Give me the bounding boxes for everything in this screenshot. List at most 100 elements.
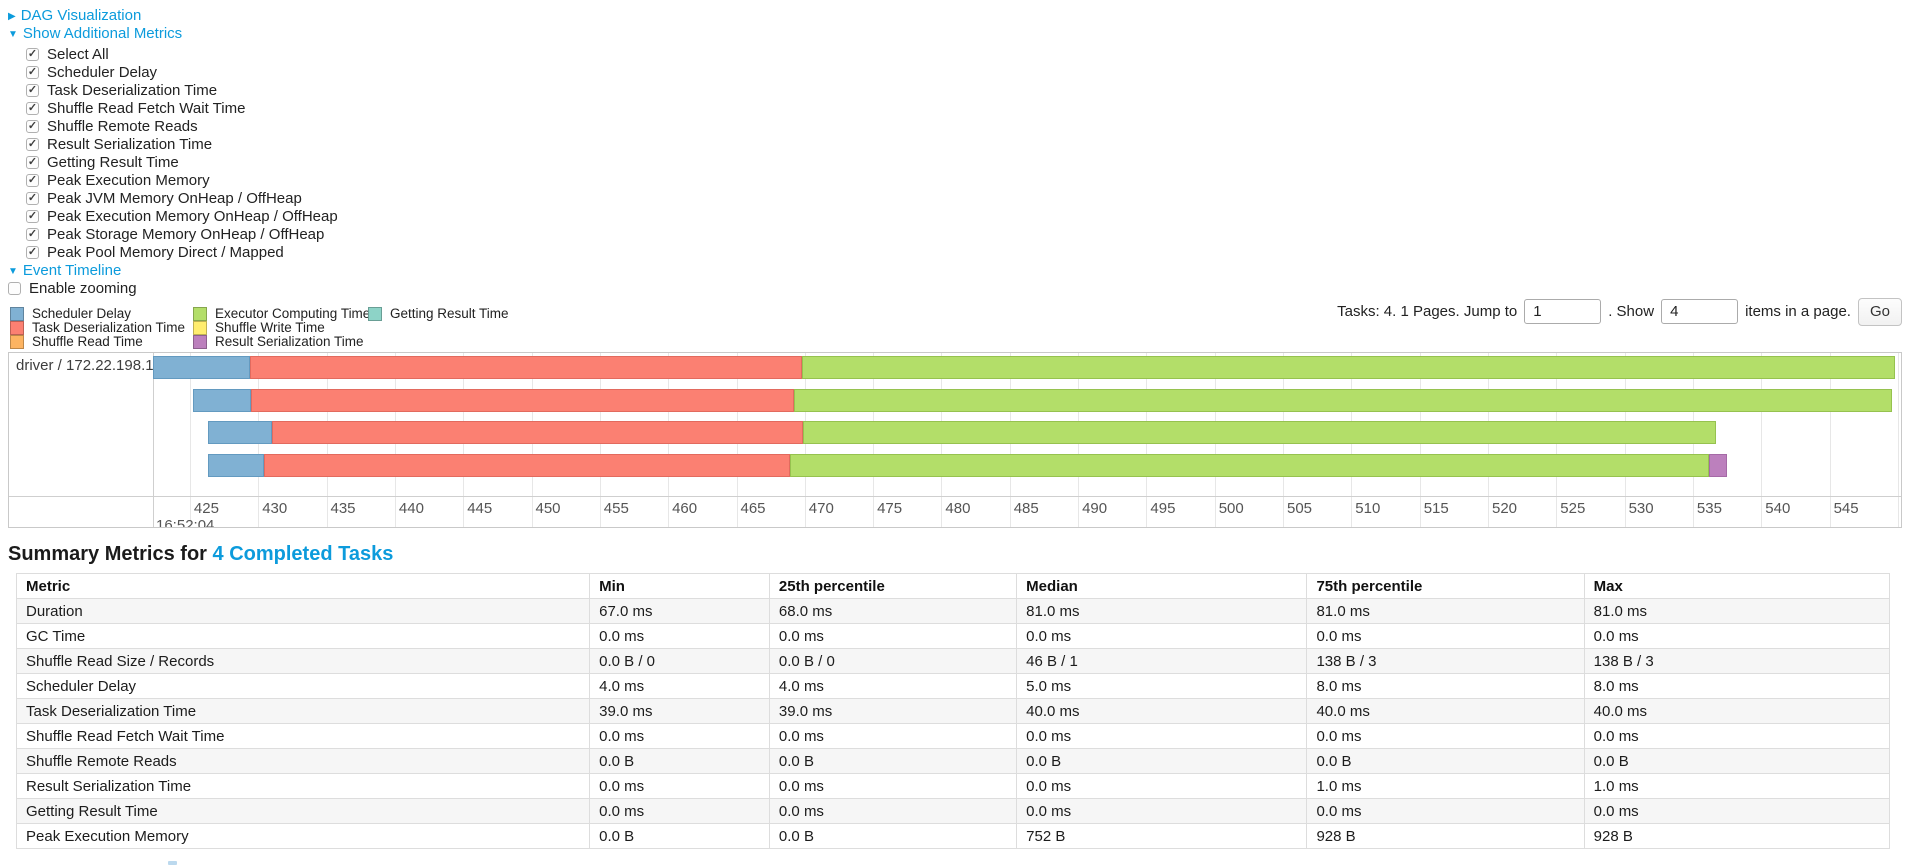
table-row: Peak Execution Memory 0.0 B 0.0 B 752 B 928 … — [15, 823, 1891, 849]
axis-time-label: 16:52:04 — [156, 517, 215, 528]
metric-value-cell: 40.0 ms — [1016, 698, 1308, 724]
task-bar-segment-scheduler_delay[interactable] — [207, 454, 264, 477]
table-header-row: Metric Min 25th percentile Median 75th perce… — [15, 573, 1891, 599]
metric-value-cell: 0.0 ms — [768, 798, 1018, 824]
task-bar-segment-scheduler_delay[interactable] — [153, 356, 250, 379]
checkbox[interactable] — [26, 228, 39, 241]
metric-checkbox-label: Peak Execution Memory — [47, 172, 210, 189]
gridline — [1829, 353, 1831, 527]
metric-value-cell: 138 B / 3 — [1306, 648, 1585, 674]
metric-value-cell: 0.0 B — [768, 823, 1018, 849]
metric-checkbox-label: Peak JVM Memory OnHeap / OffHeap — [47, 190, 302, 207]
table-row: Duration 67.0 ms 68.0 ms 81.0 ms 81.0 ms 81.0… — [15, 598, 1891, 624]
metric-value-cell: 0.0 B — [1583, 748, 1891, 774]
checkbox[interactable] — [26, 84, 39, 97]
axis-tick-label: 500 — [1218, 500, 1244, 517]
axis-tick-label: 460 — [672, 500, 698, 517]
checkbox[interactable] — [26, 246, 39, 259]
metric-name-cell: Shuffle Read Size / Records — [15, 648, 591, 674]
dag-visualization-link[interactable]: ▶ DAG Visualization — [8, 7, 141, 24]
legend-item-getting_result: Getting Result Time — [368, 306, 509, 321]
metric-value-cell: 0.0 ms — [1583, 623, 1891, 649]
checkbox[interactable] — [26, 156, 39, 169]
chevron-down-icon: ▼ — [8, 266, 18, 277]
metric-value-cell: 0.0 B — [589, 823, 770, 849]
show-text: . Show — [1608, 303, 1655, 320]
metric-value-cell: 0.0 ms — [589, 798, 770, 824]
getting_result-legend-swatch-icon — [368, 306, 382, 321]
checkbox[interactable] — [26, 192, 39, 205]
task-bar-segment-executor_computing[interactable] — [789, 454, 1710, 477]
task-bar-segment-executor_computing[interactable] — [802, 356, 1896, 379]
table-row: Shuffle Read Fetch Wait Time 0.0 ms 0.0 ms… — [15, 723, 1891, 749]
metric-name-cell: GC Time — [15, 623, 591, 649]
metric-checkbox-label: Getting Result Time — [47, 154, 179, 171]
metric-value-cell: 0.0 B — [1306, 748, 1585, 774]
executor-label: driver / 172.22.198.104 — [16, 357, 171, 374]
legend-item-result_serialization: Result Serialization Time — [193, 334, 364, 349]
jump-to-page-input[interactable] — [1524, 299, 1602, 324]
metric-value-cell: 68.0 ms — [768, 598, 1018, 624]
metric-value-cell: 39.0 ms — [768, 698, 1018, 724]
event-timeline-link[interactable]: ▼ Event Timeline — [8, 262, 121, 279]
table-row: Scheduler Delay 4.0 ms 4.0 ms 5.0 ms 8.0 ms 8… — [15, 673, 1891, 699]
legend-label: Executor Computing Time — [215, 306, 371, 321]
task-bar-segment-scheduler_delay[interactable] — [192, 389, 252, 412]
table-row: Result Serialization Time 0.0 ms 0.0 ms 0.0… — [15, 773, 1891, 799]
metric-checkbox-label: Result Serialization Time — [47, 136, 213, 153]
show-additional-metrics-link[interactable]: ▼ Show Additional Metrics — [8, 25, 182, 42]
axis-tick-label: 535 — [1696, 500, 1722, 517]
checkbox[interactable] — [26, 120, 39, 133]
metric-value-cell: 928 B — [1583, 823, 1891, 849]
items-per-page-input[interactable] — [1661, 299, 1739, 324]
task-bar-segment-task_deserialization[interactable] — [251, 389, 794, 412]
summary-metrics-title: Summary Metrics for 4 Completed Tasks — [8, 543, 393, 566]
chevron-right-icon: ▶ — [8, 11, 16, 22]
checkbox[interactable] — [26, 66, 39, 79]
axis-tick-label: 540 — [1765, 500, 1791, 517]
metric-value-cell: 0.0 ms — [1016, 773, 1308, 799]
legend-label: Scheduler Delay — [32, 306, 132, 321]
gridline — [1897, 353, 1899, 527]
metric-name-cell: Duration — [15, 598, 591, 624]
metric-name-cell: Peak Execution Memory — [15, 823, 591, 849]
checkbox[interactable] — [26, 210, 39, 223]
pagination-controls: Tasks: 4. 1 Pages. Jump to . Show items … — [1337, 297, 1902, 326]
axis-tick-label: 445 — [467, 500, 493, 517]
enable-zooming-checkbox[interactable] — [8, 282, 21, 295]
go-button[interactable]: Go — [1857, 297, 1902, 326]
metric-value-cell: 40.0 ms — [1306, 698, 1585, 724]
gridline — [1761, 353, 1763, 527]
checkbox[interactable] — [26, 138, 39, 151]
table-row: Shuffle Read Size / Records 0.0 B / 0 0.0 … — [15, 648, 1891, 674]
task-bar-segment-scheduler_delay[interactable] — [207, 421, 272, 444]
table-header-cell: 25th percentile — [768, 573, 1018, 599]
metric-value-cell: 0.0 B — [589, 748, 770, 774]
task-bar-segment-task_deserialization[interactable] — [271, 421, 804, 444]
task-bar-segment-task_deserialization[interactable] — [250, 356, 802, 379]
metric-value-cell: 8.0 ms — [1306, 673, 1585, 699]
metric-checkbox-label: Shuffle Read Fetch Wait Time — [47, 100, 246, 117]
metric-value-cell: 0.0 ms — [1583, 723, 1891, 749]
checkbox[interactable] — [26, 102, 39, 115]
metric-value-cell: 40.0 ms — [1583, 698, 1891, 724]
task-bar-segment-task_deserialization[interactable] — [263, 454, 790, 477]
axis-tick-label: 520 — [1492, 500, 1518, 517]
checkbox[interactable] — [26, 174, 39, 187]
enable-zooming-row: Enable zooming — [8, 280, 137, 297]
scheduler_delay-legend-swatch-icon — [10, 306, 24, 321]
task-bar-segment-result_serialization[interactable] — [1709, 454, 1728, 477]
metric-value-cell: 81.0 ms — [1583, 598, 1891, 624]
metric-checkbox-label: Peak Execution Memory OnHeap / OffHeap — [47, 208, 338, 225]
task-bar-segment-executor_computing[interactable] — [803, 421, 1717, 444]
table-row: Shuffle Remote Reads 0.0 B 0.0 B 0.0 B 0.0 B… — [15, 748, 1891, 774]
metric-name-cell: Task Deserialization Time — [15, 698, 591, 724]
event-timeline-label: Event Timeline — [22, 262, 122, 279]
axis-tick-label: 475 — [877, 500, 903, 517]
axis-tick-label: 440 — [398, 500, 424, 517]
completed-tasks-link[interactable]: 4 Completed Tasks — [212, 543, 394, 565]
task-bar-segment-executor_computing[interactable] — [793, 389, 1893, 412]
result_serialization-legend-swatch-icon — [193, 334, 207, 349]
checkbox[interactable] — [26, 48, 39, 61]
